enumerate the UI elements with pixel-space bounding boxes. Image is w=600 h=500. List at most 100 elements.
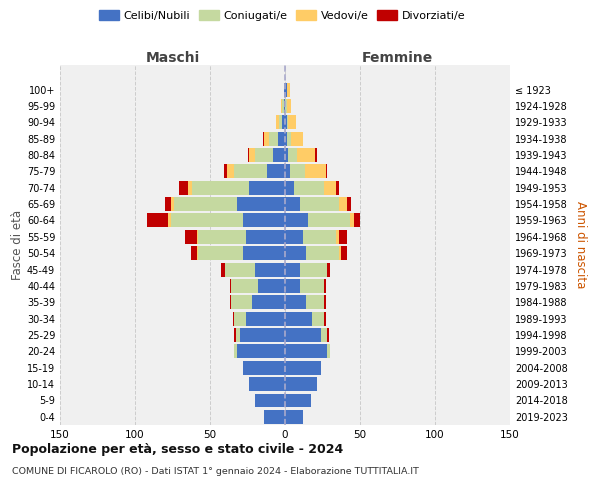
Bar (198, 230, 246, 244)
Bar (285, 279, 300, 293)
Bar (349, 214, 354, 228)
Bar (197, 246, 198, 260)
Bar (287, 132, 291, 145)
Bar (225, 262, 255, 276)
Bar (185, 230, 197, 244)
Bar (237, 197, 285, 211)
Bar (284, 99, 285, 113)
Bar (252, 296, 285, 309)
Bar (336, 181, 339, 194)
Bar (285, 230, 303, 244)
Bar (285, 99, 287, 113)
Bar (327, 344, 330, 358)
Bar (234, 312, 246, 326)
Bar (294, 181, 324, 194)
Bar (234, 328, 235, 342)
Bar (306, 296, 324, 309)
Bar (248, 148, 249, 162)
Bar (327, 262, 330, 276)
Bar (240, 328, 285, 342)
Bar (347, 197, 351, 211)
Bar (285, 197, 300, 211)
Bar (325, 164, 327, 178)
Bar (285, 262, 300, 276)
Bar (305, 164, 325, 178)
Y-axis label: Anni di nascita: Anni di nascita (574, 202, 587, 288)
Bar (285, 164, 290, 178)
Bar (282, 116, 285, 129)
Bar (285, 82, 287, 96)
Bar (300, 197, 339, 211)
Bar (285, 394, 311, 407)
Bar (229, 296, 231, 309)
Bar (234, 164, 267, 178)
Bar (243, 246, 285, 260)
Bar (255, 394, 285, 407)
Bar (321, 328, 327, 342)
Bar (285, 377, 317, 391)
Bar (277, 132, 285, 145)
Bar (231, 296, 252, 309)
Bar (168, 214, 171, 228)
Bar (354, 214, 360, 228)
Bar (249, 148, 255, 162)
Bar (246, 230, 285, 244)
Bar (243, 214, 285, 228)
Bar (246, 312, 285, 326)
Bar (300, 262, 327, 276)
Bar (147, 214, 168, 228)
Bar (339, 230, 347, 244)
Bar (235, 328, 240, 342)
Bar (233, 312, 234, 326)
Bar (308, 214, 349, 228)
Bar (263, 132, 264, 145)
Bar (249, 377, 285, 391)
Text: COMUNE DI FICAROLO (RO) - Dati ISTAT 1° gennaio 2024 - Elaborazione TUTTITALIA.I: COMUNE DI FICAROLO (RO) - Dati ISTAT 1° … (12, 468, 419, 476)
Bar (255, 262, 285, 276)
Bar (279, 116, 282, 129)
Bar (165, 197, 171, 211)
Bar (285, 181, 294, 194)
Bar (269, 132, 277, 145)
Bar (197, 230, 198, 244)
Bar (264, 132, 269, 145)
Bar (285, 312, 312, 326)
Bar (243, 361, 285, 374)
Bar (285, 148, 288, 162)
Bar (285, 246, 306, 260)
Bar (258, 279, 285, 293)
Text: Femmine: Femmine (362, 51, 433, 65)
Bar (198, 246, 243, 260)
Bar (234, 344, 237, 358)
Bar (287, 116, 288, 129)
Bar (281, 99, 282, 113)
Bar (327, 328, 329, 342)
Y-axis label: Fasce di età: Fasce di età (11, 210, 24, 280)
Bar (300, 279, 324, 293)
Bar (285, 410, 303, 424)
Bar (171, 197, 174, 211)
Bar (192, 181, 249, 194)
Bar (285, 361, 321, 374)
Bar (324, 181, 336, 194)
Bar (174, 197, 237, 211)
Bar (341, 246, 347, 260)
Bar (291, 132, 303, 145)
Bar (229, 279, 231, 293)
Bar (312, 312, 324, 326)
Bar (339, 197, 347, 211)
Bar (306, 246, 339, 260)
Legend: Celibi/Nubili, Coniugati/e, Vedovi/e, Divorziati/e: Celibi/Nubili, Coniugati/e, Vedovi/e, Di… (97, 8, 467, 24)
Text: Maschi: Maschi (145, 51, 200, 65)
Bar (187, 181, 192, 194)
Bar (324, 312, 325, 326)
Bar (303, 230, 336, 244)
Bar (288, 148, 297, 162)
Bar (339, 246, 341, 260)
Bar (221, 262, 225, 276)
Bar (315, 148, 317, 162)
Bar (285, 328, 321, 342)
Bar (324, 279, 325, 293)
Bar (237, 344, 285, 358)
Bar (287, 99, 291, 113)
